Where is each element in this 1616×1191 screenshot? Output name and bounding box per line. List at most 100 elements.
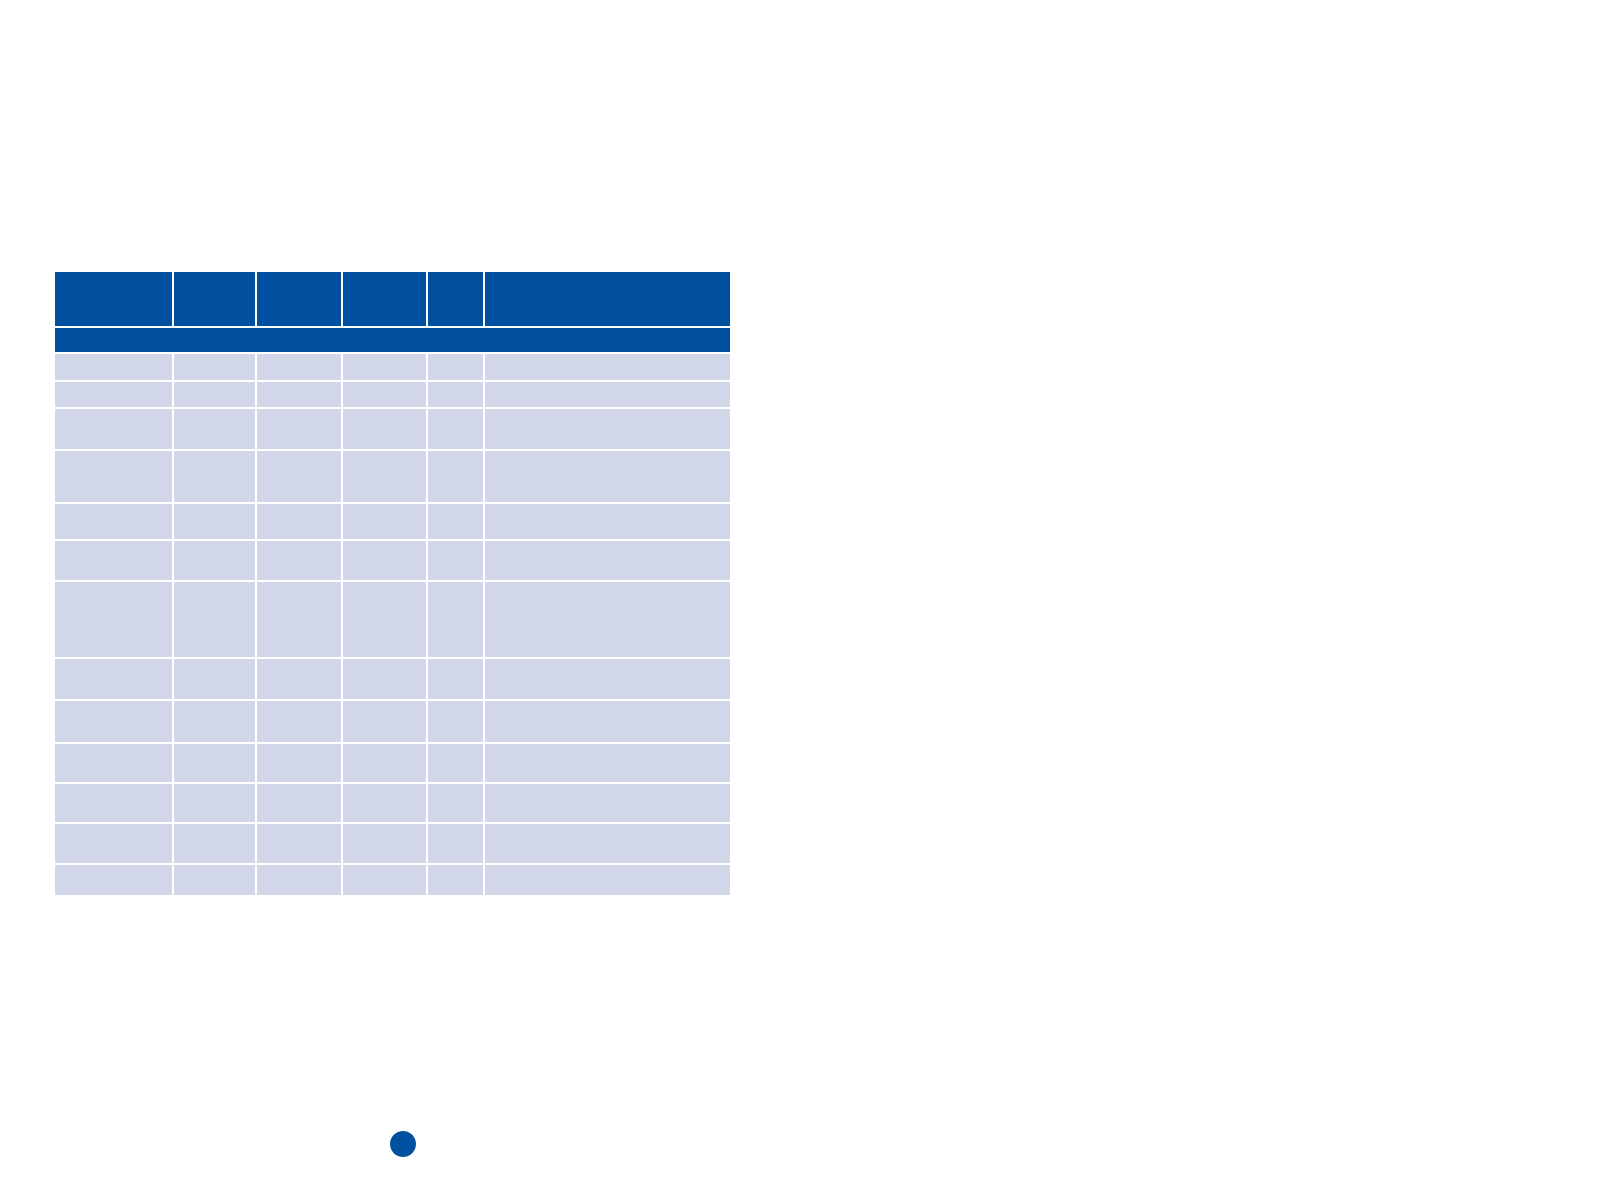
table-cell-r1-c2 <box>257 382 343 409</box>
table-cell-r10-c5 <box>485 784 730 824</box>
table-cell-r11-c5 <box>485 824 730 865</box>
table-cell-r5-c1 <box>174 541 257 582</box>
table-cell-r0-c3 <box>343 354 428 382</box>
table-cell-r7-c0 <box>55 659 174 701</box>
table-cell-r10-c1 <box>174 784 257 824</box>
table-cell-r0-c1 <box>174 354 257 382</box>
table-cell-r8-c3 <box>343 701 428 744</box>
table-cell-r5-c5 <box>485 541 730 582</box>
table-cell-r1-c3 <box>343 382 428 409</box>
table-left-header-band <box>55 328 730 354</box>
table-cell-r1-c5 <box>485 382 730 409</box>
table-cell-r8-c0 <box>55 701 174 744</box>
table-cell-r1-c4 <box>428 382 485 409</box>
table-cell-r6-c0 <box>55 582 174 659</box>
table-cell-r3-c4 <box>428 451 485 504</box>
table-row[interactable] <box>55 824 730 865</box>
table-row[interactable] <box>55 659 730 701</box>
table-cell-r4-c4 <box>428 504 485 541</box>
table-cell-r6-c4 <box>428 582 485 659</box>
table-cell-r10-c2 <box>257 784 343 824</box>
table-cell-r11-c4 <box>428 824 485 865</box>
table-cell-r6-c1 <box>174 582 257 659</box>
table-cell-r8-c4 <box>428 701 485 744</box>
table-cell-r12-c0 <box>55 865 174 895</box>
table-cell-r11-c2 <box>257 824 343 865</box>
table-cell-r7-c5 <box>485 659 730 701</box>
table-cell-r6-c2 <box>257 582 343 659</box>
table-cell-r11-c0 <box>55 824 174 865</box>
table-cell-r11-c3 <box>343 824 428 865</box>
table-cell-r0-c5 <box>485 354 730 382</box>
table-cell-r9-c2 <box>257 744 343 784</box>
table-cell-r4-c0 <box>55 504 174 541</box>
table-cell-r7-c2 <box>257 659 343 701</box>
table-row[interactable] <box>55 382 730 409</box>
table-cell-r2-c0 <box>55 409 174 451</box>
table-row[interactable] <box>55 701 730 744</box>
table-cell-r8-c2 <box>257 701 343 744</box>
data-table-left-header-cell-4[interactable] <box>428 272 485 328</box>
table-cell-r7-c4 <box>428 659 485 701</box>
table-left-body <box>55 354 730 895</box>
table-cell-r7-c1 <box>174 659 257 701</box>
table-cell-r5-c0 <box>55 541 174 582</box>
table-cell-r3-c2 <box>257 451 343 504</box>
table-cell-r9-c0 <box>55 744 174 784</box>
data-table-left-header-cell-5[interactable] <box>485 272 730 328</box>
page-left <box>55 272 730 1157</box>
table-cell-r2-c2 <box>257 409 343 451</box>
table-cell-r9-c3 <box>343 744 428 784</box>
table-cell-r9-c4 <box>428 744 485 784</box>
table-cell-r4-c1 <box>174 504 257 541</box>
table-left-header-row[interactable] <box>55 272 730 328</box>
table-cell-r4-c5 <box>485 504 730 541</box>
table-cell-r0-c0 <box>55 354 174 382</box>
table-cell-r0-c4 <box>428 354 485 382</box>
table-cell-r8-c5 <box>485 701 730 744</box>
table-cell-r10-c3 <box>343 784 428 824</box>
table-row[interactable] <box>55 451 730 504</box>
table-row[interactable] <box>55 784 730 824</box>
table-row[interactable] <box>55 582 730 659</box>
table-row[interactable] <box>55 409 730 451</box>
table-row[interactable] <box>55 541 730 582</box>
data-table-left-header-cell-0[interactable] <box>55 272 174 328</box>
table-row[interactable] <box>55 354 730 382</box>
table-cell-r0-c2 <box>257 354 343 382</box>
table-cell-r6-c5 <box>485 582 730 659</box>
table-cell-r3-c0 <box>55 451 174 504</box>
data-table-left[interactable] <box>55 272 730 895</box>
table-cell-r12-c3 <box>343 865 428 895</box>
data-table-left-header-cell-2[interactable] <box>257 272 343 328</box>
table-row[interactable] <box>55 504 730 541</box>
table-cell-r10-c0 <box>55 784 174 824</box>
table-row[interactable] <box>55 865 730 895</box>
table-cell-r9-c1 <box>174 744 257 784</box>
table-cell-r8-c1 <box>174 701 257 744</box>
table-left-head <box>55 272 730 354</box>
table-row[interactable] <box>55 744 730 784</box>
table-cell-r12-c2 <box>257 865 343 895</box>
page-number-marker-left <box>390 1131 416 1157</box>
table-cell-r5-c3 <box>343 541 428 582</box>
table-cell-r4-c2 <box>257 504 343 541</box>
table-cell-r1-c0 <box>55 382 174 409</box>
table-cell-r2-c3 <box>343 409 428 451</box>
table-cell-r11-c1 <box>174 824 257 865</box>
table-cell-r2-c4 <box>428 409 485 451</box>
table-cell-r5-c2 <box>257 541 343 582</box>
table-cell-r6-c3 <box>343 582 428 659</box>
data-table-left-header-cell-3[interactable] <box>343 272 428 328</box>
table-cell-r12-c5 <box>485 865 730 895</box>
table-cell-r1-c1 <box>174 382 257 409</box>
table-cell-r3-c5 <box>485 451 730 504</box>
data-table-left-header-cell-1[interactable] <box>174 272 257 328</box>
table-cell-r4-c3 <box>343 504 428 541</box>
table-cell-r12-c1 <box>174 865 257 895</box>
table-cell-r2-c1 <box>174 409 257 451</box>
table-cell-r10-c4 <box>428 784 485 824</box>
table-cell-r2-c5 <box>485 409 730 451</box>
table-cell-r3-c1 <box>174 451 257 504</box>
